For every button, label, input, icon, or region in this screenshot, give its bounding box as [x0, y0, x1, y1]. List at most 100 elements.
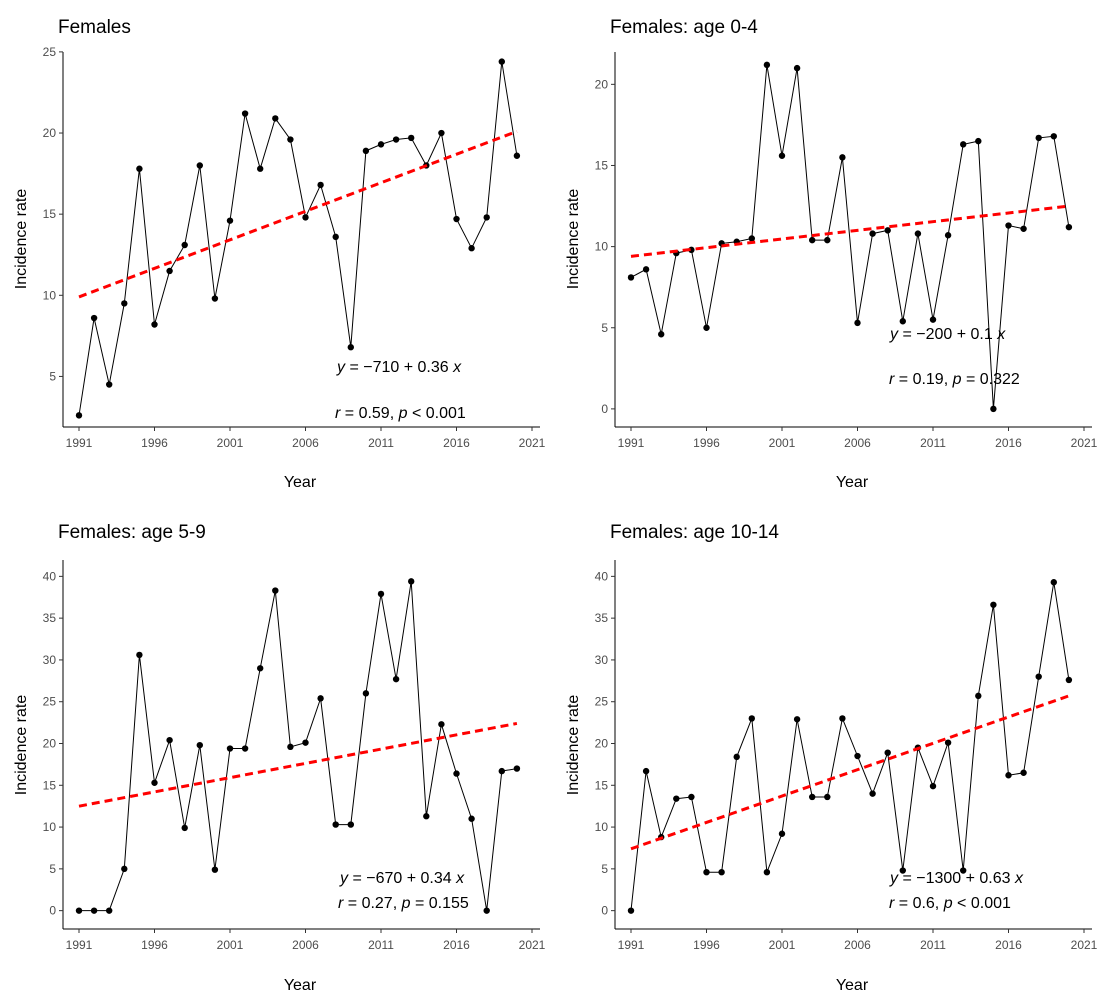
y-tick-label: 35	[595, 611, 609, 625]
y-tick-label: 20	[595, 77, 609, 91]
data-point	[453, 770, 460, 777]
x-tick-label: 2011	[368, 938, 394, 952]
data-point	[778, 830, 786, 837]
panel-title: Females: age 5-9	[58, 522, 206, 543]
stats-r: r	[889, 895, 895, 912]
data-point	[75, 412, 83, 419]
y-axis-title: Incidence rate	[13, 189, 30, 290]
equation-body: = −200 + 0.1	[898, 326, 997, 343]
data-point	[839, 715, 846, 722]
x-tick-label: 1991	[66, 436, 93, 450]
stats-p: p	[943, 895, 953, 912]
data-point	[468, 815, 475, 822]
x-tick-label: 1991	[66, 938, 93, 952]
data-point	[377, 141, 385, 148]
data-point	[241, 745, 249, 752]
y-tick-label: 5	[601, 862, 608, 876]
marks-layer	[627, 579, 1073, 914]
data-point	[287, 743, 294, 751]
data-point	[317, 181, 324, 189]
chart-panel-females-age-10-14: Females: age 10-14 1991 1996 2001 2006 2011 2…	[565, 522, 1098, 994]
x-tick-label: 2006	[292, 436, 319, 450]
equation-x: x	[996, 326, 1006, 343]
x-tick-label: 2006	[844, 436, 871, 450]
data-point	[241, 110, 249, 117]
data-point	[1020, 769, 1027, 776]
stats-p-value: = 0.155	[411, 895, 469, 912]
data-point	[824, 236, 831, 244]
data-point	[423, 813, 430, 820]
marks-layer	[75, 58, 521, 419]
data-point	[778, 152, 786, 159]
chart-panel-females: Females 1991 1996 2001 2006 2011 2016 20215101…	[13, 17, 546, 491]
data-point	[211, 866, 219, 873]
stats-p: p	[952, 371, 962, 388]
correlation-stats: r = 0.19, p = 0.322	[889, 371, 1020, 388]
equation-y: y	[889, 870, 899, 887]
data-point	[914, 230, 922, 237]
stats-p-value: = 0.322	[962, 371, 1020, 388]
x-tick-label: 2016	[995, 436, 1022, 450]
equation-y: y	[336, 359, 346, 376]
x-tick-label: 1996	[141, 938, 168, 952]
data-point	[136, 165, 143, 172]
data-point	[90, 907, 98, 914]
data-point	[1050, 579, 1058, 586]
y-axis-title: Incidence rate	[565, 695, 582, 796]
trend-line	[630, 204, 1070, 258]
data-point	[884, 227, 891, 234]
tick-layer: 1991 1996 2001 2006 2011 2016 2021 0 5 10 15 20	[595, 77, 1098, 450]
data-point	[990, 601, 997, 608]
x-tick-label: 2016	[995, 938, 1022, 952]
panel-title: Females	[58, 17, 131, 38]
data-point	[854, 319, 861, 327]
data-point	[468, 245, 475, 252]
data-point	[703, 324, 710, 331]
data-point	[226, 217, 234, 224]
y-tick-label: 20	[43, 737, 57, 751]
data-point	[929, 316, 937, 323]
data-point	[513, 765, 521, 772]
regression-equation: y = −200 + 0.1 x	[889, 326, 1006, 343]
data-point	[793, 716, 801, 723]
data-point	[809, 236, 816, 244]
y-tick-label: 10	[43, 820, 57, 834]
data-point	[287, 136, 294, 143]
trend-line	[78, 129, 518, 299]
data-point	[960, 867, 967, 874]
data-point	[748, 715, 755, 722]
correlation-stats: r = 0.6, p < 0.001	[889, 895, 1011, 912]
data-point	[960, 141, 967, 148]
data-point	[483, 214, 490, 221]
tick-layer: 1991 1996 2001 2006 2011 2016 2021 0 5 10 15 20 25 30…	[43, 569, 546, 952]
data-point	[166, 267, 173, 275]
equation-y: y	[339, 870, 349, 887]
data-point	[824, 793, 831, 801]
data-point	[196, 162, 203, 169]
y-tick-label: 5	[49, 862, 56, 876]
data-point	[763, 869, 771, 876]
data-point	[899, 318, 906, 325]
data-point	[121, 865, 128, 873]
data-point	[1020, 225, 1027, 232]
tick-layer: 1991 1996 2001 2006 2011 2016 2021 5 10 15 20 25	[43, 45, 546, 450]
x-tick-label: 2021	[519, 938, 546, 952]
stats-p: p	[398, 405, 408, 422]
equation-body: = −670 + 0.34	[348, 870, 456, 887]
data-point	[975, 137, 982, 145]
data-point	[408, 578, 415, 585]
data-point	[347, 344, 354, 351]
y-tick-label: 40	[43, 569, 57, 583]
data-point	[90, 314, 98, 322]
x-axis-title: Year	[284, 977, 317, 994]
regression-equation: y = −710 + 0.36 x	[336, 359, 462, 376]
x-axis-title: Year	[836, 474, 869, 491]
y-tick-label: 0	[601, 402, 608, 416]
stats-r: r	[338, 895, 344, 912]
y-tick-label: 15	[43, 778, 57, 792]
x-tick-label: 2001	[217, 436, 244, 450]
x-axis-title: Year	[284, 474, 317, 491]
data-point	[944, 232, 952, 239]
x-tick-label: 2006	[844, 938, 871, 952]
marks-layer	[75, 578, 521, 914]
